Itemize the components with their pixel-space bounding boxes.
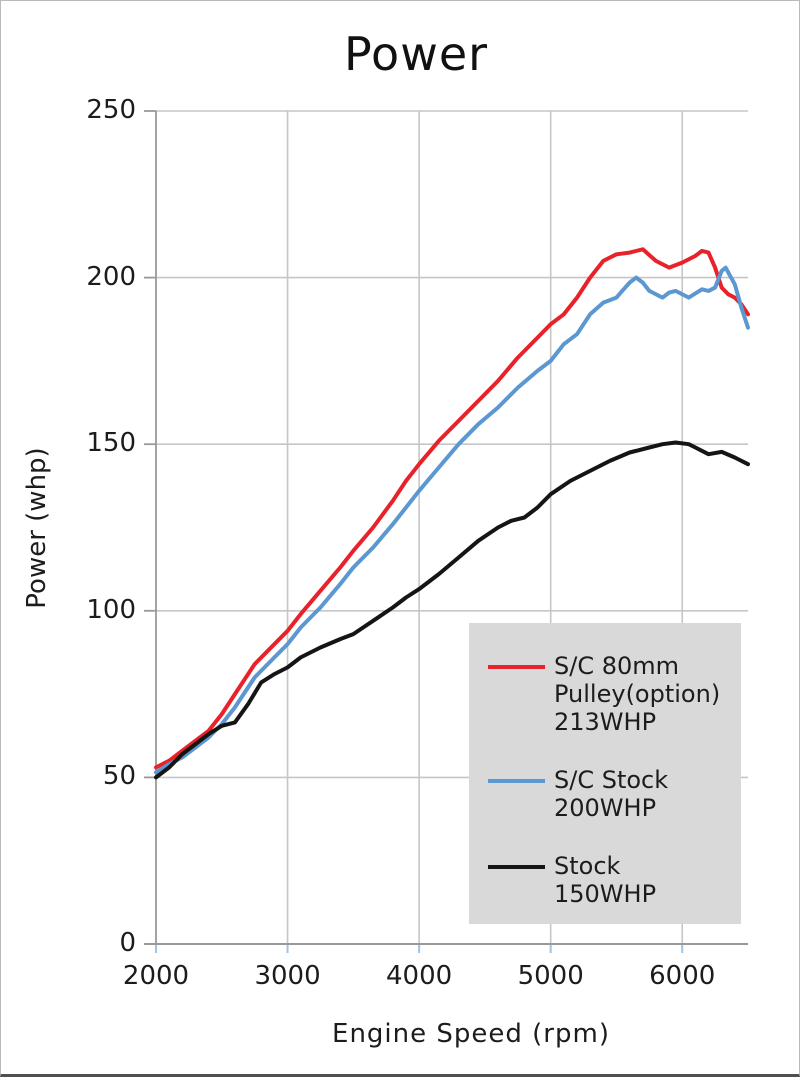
legend-item-sc-stock: S/C Stock 200WHP	[488, 766, 733, 822]
legend-label: Stock 150WHP	[554, 852, 657, 908]
legend-item-sc-80mm-pulley: S/C 80mm Pulley(option) 213WHP	[488, 652, 733, 736]
series-line-2	[154, 440, 750, 780]
y-tick-label: 250	[86, 95, 136, 125]
legend-item-stock: Stock 150WHP	[488, 852, 733, 908]
x-tick-label: 6000	[649, 961, 716, 991]
y-tick-label: 100	[86, 594, 136, 625]
series-line-0	[154, 247, 750, 770]
legend-label: S/C Stock 200WHP	[554, 766, 669, 822]
red-line-swatch	[488, 665, 545, 669]
blue-line-swatch	[488, 779, 545, 783]
black-line-swatch	[488, 865, 545, 869]
x-tick-label: 3000	[254, 961, 321, 991]
series-line-1	[154, 265, 750, 775]
x-tick-label: 5000	[517, 961, 584, 991]
x-tick-label: 4000	[386, 961, 453, 991]
y-tick-label: 150	[86, 428, 136, 459]
legend-label: S/C 80mm Pulley(option) 213WHP	[554, 652, 721, 736]
y-tick-label: 200	[86, 261, 136, 292]
chart-title: Power	[343, 27, 489, 81]
x-axis-title: Engine Speed (rpm)	[332, 1019, 610, 1049]
legend: S/C 80mm Pulley(option) 213WHP S/C Stock…	[469, 623, 741, 924]
y-axis-title: Power (whp)	[22, 447, 52, 609]
y-tick-label: 0	[119, 928, 136, 958]
y-tick-label: 50	[102, 761, 136, 792]
x-tick-label: 2000	[122, 961, 190, 991]
